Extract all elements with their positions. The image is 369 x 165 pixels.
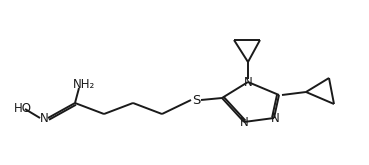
- Text: N: N: [39, 112, 48, 125]
- Text: N: N: [239, 115, 248, 129]
- Text: N: N: [244, 76, 252, 88]
- Text: N: N: [270, 112, 279, 125]
- Text: NH₂: NH₂: [73, 79, 95, 92]
- Text: HO: HO: [14, 102, 32, 116]
- Text: S: S: [192, 94, 200, 106]
